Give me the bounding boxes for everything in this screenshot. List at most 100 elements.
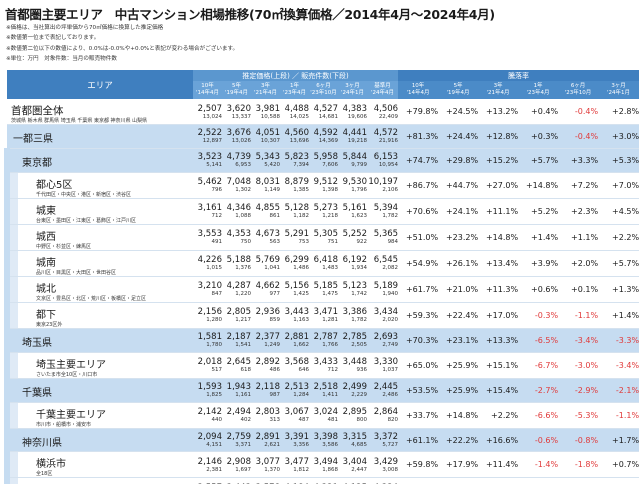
header-price-col: 6ヶ月 '23年10月: [309, 81, 338, 99]
area-name: 都心5区: [36, 179, 73, 191]
price-value: 2,864: [373, 407, 399, 418]
count-value: 1,385: [293, 187, 309, 194]
count-value: 486: [269, 367, 281, 374]
price-cell: 2,557684: [193, 478, 222, 484]
price-value: 4,346: [226, 203, 251, 214]
rate-cell: +81.3%: [398, 124, 439, 149]
price-value: 3,372: [373, 432, 399, 442]
price-cell: 4,855 861: [251, 198, 280, 224]
count-value: 1,782: [351, 317, 367, 324]
header-col-date: '23年10月: [564, 90, 592, 96]
table-row: 城北 文京区・豊島区・北区・荒川区・板橋区・足立区 3,210 847 4,287 1,2…: [4, 276, 640, 303]
rate-cell: -0.8%: [558, 428, 599, 452]
table-row: 首都圏全体 茨城県 栃木県 群馬県 埼玉県 千葉県 東京都 神奈川県 山梨県 2,5…: [7, 99, 640, 125]
area-name-cell: 首都圏全体 茨城県 栃木県 群馬県 埼玉県 千葉県 東京都 神奈川県 山梨県: [7, 99, 193, 125]
rate-cell: +26.1%: [445, 258, 479, 268]
price-cell: 4,673 563: [251, 224, 280, 250]
count-value: 2,621: [264, 442, 280, 448]
rate-cell: +65.0%: [405, 360, 439, 370]
rate-cell: +0.7%: [612, 460, 640, 470]
price-cell: 2,759 3,371: [222, 428, 251, 452]
count-value: 1,623: [351, 213, 367, 220]
price-value: 4,506: [373, 103, 399, 114]
count-value: 2,486: [382, 392, 399, 399]
rate-cell: -1.1%: [615, 410, 640, 420]
rate-cell: -2.1%: [598, 378, 640, 403]
count-value: 1,302: [235, 187, 251, 194]
rate-cell: +24.5%: [445, 107, 479, 116]
count-value: 1,782: [382, 213, 399, 220]
price-value: 3,429: [373, 456, 399, 467]
rate-cell: +86.7%: [405, 180, 439, 190]
price-value: 5,156: [284, 281, 309, 292]
count-value: 2,447: [351, 466, 367, 473]
rate-cell: +13.4%: [485, 258, 519, 268]
price-cell: 3,161 712: [193, 198, 222, 224]
header-col-label: 5年: [453, 83, 463, 89]
header-col-date: '21年4月: [253, 90, 277, 96]
header-rate-group: 騰落率: [398, 70, 640, 81]
price-cell: 4,353 750: [222, 224, 251, 250]
count-value: 1,163: [293, 317, 309, 324]
count-value: 1,249: [264, 342, 280, 349]
count-value: 5,141: [206, 162, 222, 169]
count-value: 5,727: [382, 442, 399, 448]
rate-cell: +0.1%: [571, 284, 599, 294]
count-value: 712: [327, 367, 339, 374]
count-value: 2,106: [382, 187, 399, 194]
price-value: 3,494: [313, 456, 338, 467]
price-cell: 2,118 987: [251, 378, 280, 403]
price-value: 4,739: [226, 152, 251, 163]
count-value: 3,356: [293, 442, 309, 448]
count-value: 14,681: [318, 113, 338, 120]
count-value: 1,486: [293, 265, 309, 272]
rate-cell: +14.8%: [485, 232, 519, 242]
price-cell: 6,545 2,082: [367, 250, 398, 276]
price-cell: 2,693 2,749: [367, 328, 399, 353]
price-value: 3,620: [226, 103, 251, 114]
table-row: 一都三県 2,522 12,897 3,676 13,026 4,051 10,307 4,5…: [7, 124, 640, 149]
area-name-cell: 神奈川県: [4, 428, 193, 452]
rate-cell: +1.3%: [612, 284, 640, 294]
price-value: 5,462: [197, 177, 222, 188]
header-col-label: 6ヶ月: [570, 83, 586, 89]
rate-cell: -0.3%: [534, 310, 559, 320]
price-value: 3,477: [284, 456, 309, 467]
count-value: 1,742: [351, 291, 367, 298]
rate-cell: +7.2%: [571, 180, 599, 190]
price-cell: 2,785 2,505: [338, 328, 367, 353]
price-cell: 5,769 1,041: [251, 250, 280, 276]
price-value: 9,512: [313, 177, 338, 188]
price-cell: 3,210 847: [193, 276, 222, 302]
price-cell: 2,787 1,766: [309, 328, 338, 353]
price-value: 3,398: [313, 432, 338, 442]
header-price-col: 1年 '23年4月: [280, 81, 309, 99]
count-value: 1,766: [322, 342, 338, 349]
rate-cell: -1.1%: [574, 310, 599, 320]
rate-cell: +27.0%: [485, 180, 519, 190]
area-name: 城西: [36, 231, 56, 243]
price-cell: 8,031 1,149: [251, 172, 280, 198]
area-sub: 中野区・杉並区・練馬区: [36, 243, 92, 250]
rate-cell: +2.3%: [571, 206, 599, 216]
price-value: 4,673: [255, 229, 280, 240]
area-name: 城東: [36, 205, 56, 217]
price-value: 5,185: [313, 281, 338, 292]
price-cell: 2,805 1,217: [222, 302, 251, 328]
count-value: 1,483: [322, 265, 338, 272]
table-row: 川崎市全7区2,5576843,4436893,5784834,1846284,…: [4, 477, 639, 484]
price-cell: 1,943 1,161: [222, 378, 251, 403]
area-sub: 台東区・墨田区・江東区・葛飾区・江戸川区: [36, 217, 137, 224]
rate-cell: +5.7%: [612, 258, 640, 268]
price-cell: 4,051 10,307: [251, 124, 280, 149]
rate-cell: -5.3%: [574, 410, 599, 420]
rate-cell: +61.7%: [405, 284, 439, 294]
count-value: 1,015: [206, 265, 222, 272]
count-value: 3,008: [382, 466, 399, 473]
price-value: 3,067: [284, 407, 309, 418]
count-value: 487: [298, 417, 310, 424]
price-value: 2,494: [226, 407, 251, 418]
rate-cell: +1.4%: [531, 232, 559, 242]
price-value: 5,128: [284, 203, 309, 214]
count-value: 712: [211, 213, 223, 220]
